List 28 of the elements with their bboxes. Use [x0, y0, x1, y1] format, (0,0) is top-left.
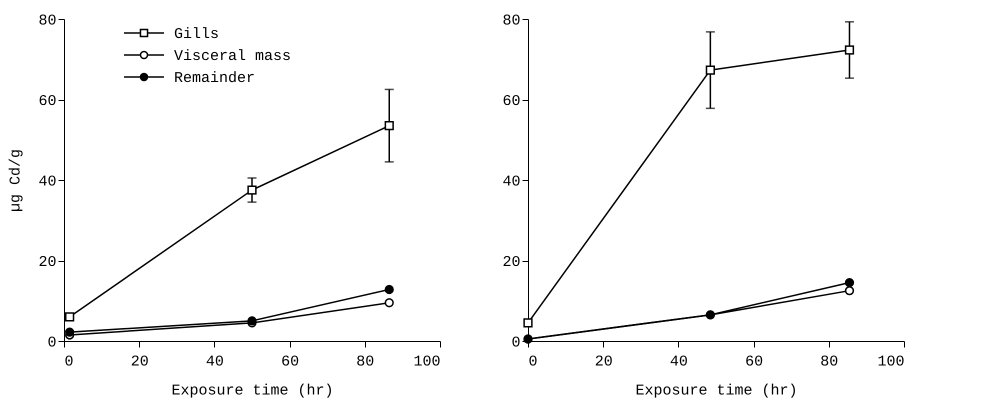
x-tick-label: 80 — [356, 354, 374, 370]
x-tick-label: 40 — [206, 354, 224, 370]
x-tick-label: 60 — [281, 354, 300, 370]
x-tick-label: 20 — [594, 354, 613, 370]
y-axis-title: µg Cd/g — [7, 148, 24, 212]
x-tick-label: 60 — [745, 354, 764, 370]
y-tick-label: 80 — [502, 12, 520, 30]
y-tick-label: 80 — [38, 12, 56, 30]
y-tick-label: 40 — [38, 174, 56, 190]
legend-label: Visceral mass — [174, 48, 292, 65]
x-axis-title: Exposure time (hr) — [635, 382, 798, 400]
y-tick-label: 60 — [502, 93, 520, 110]
x-tick-label: 0 — [64, 354, 74, 370]
x-axis-title: Exposure time (hr) — [171, 382, 334, 400]
x-tick-label: 0 — [528, 354, 538, 370]
y-tick-label: 20 — [38, 254, 56, 271]
legend-label: Remainder — [174, 70, 256, 87]
x-tick-label: 100 — [877, 354, 904, 370]
legend-label: Gills — [174, 26, 220, 43]
y-tick-label: 40 — [502, 174, 520, 190]
x-tick-label: 80 — [820, 354, 838, 370]
y-tick-label: 60 — [38, 93, 56, 110]
x-tick-label: 20 — [130, 354, 149, 370]
y-tick-label: 20 — [502, 254, 520, 271]
x-tick-label: 40 — [670, 354, 688, 370]
y-tick-label: 0 — [511, 334, 520, 352]
x-tick-label: 100 — [413, 354, 440, 370]
y-tick-label: 0 — [47, 334, 56, 352]
